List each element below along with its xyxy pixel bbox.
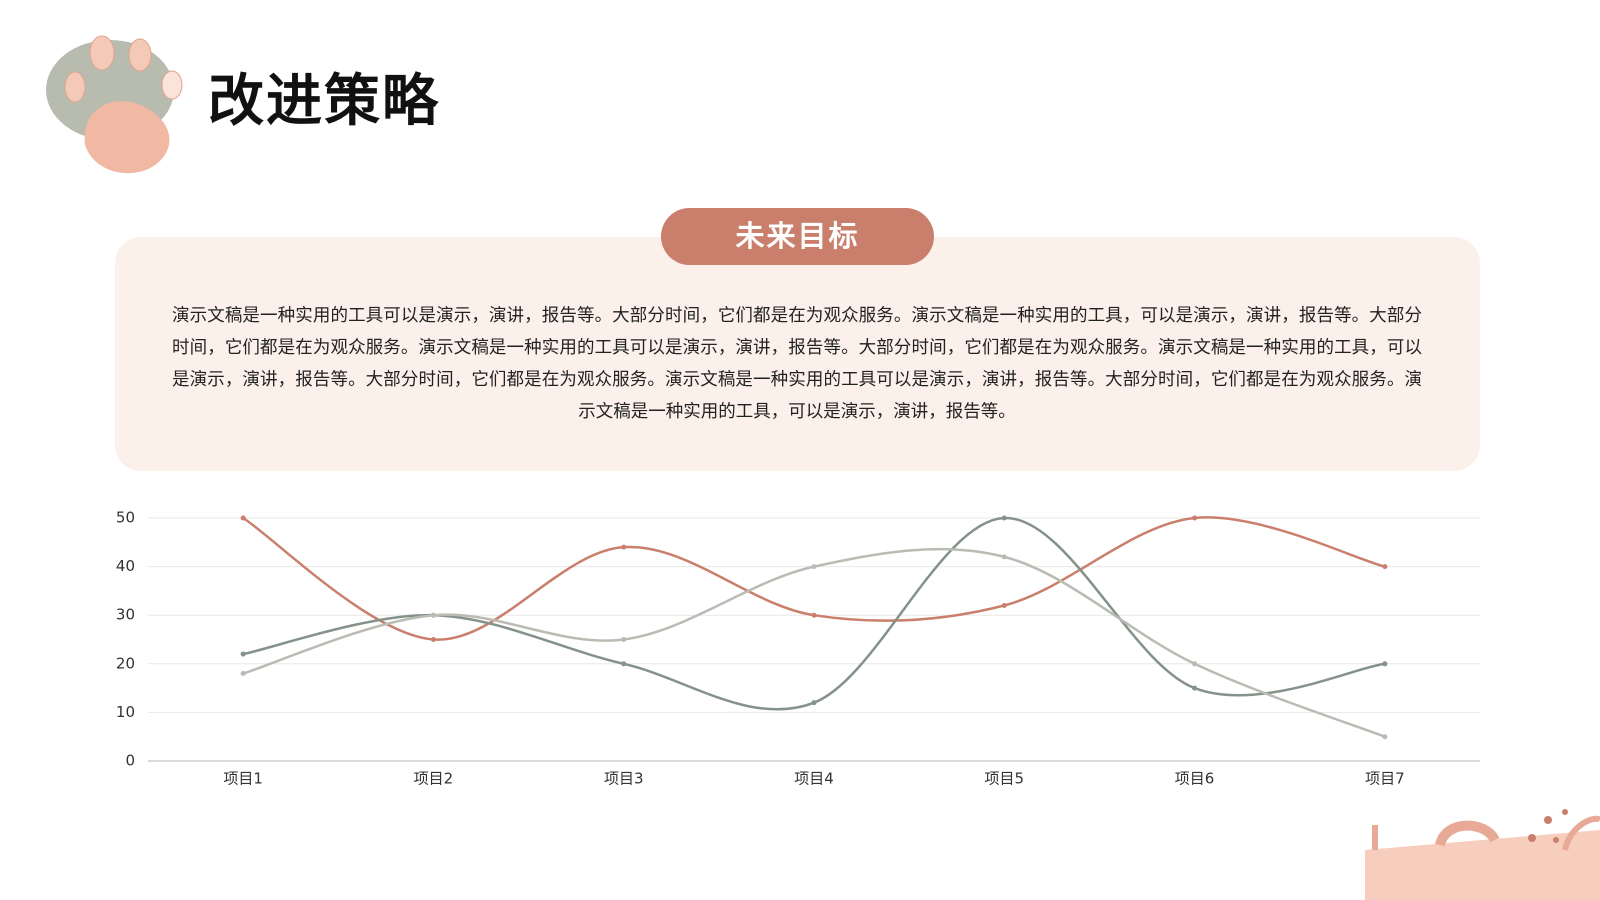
point — [1001, 602, 1007, 608]
point — [240, 515, 246, 521]
point — [1192, 685, 1198, 691]
y-tick-label: 0 — [125, 752, 135, 770]
x-tick-label: 项目7 — [1365, 770, 1405, 788]
point — [621, 544, 627, 550]
point — [1382, 661, 1388, 667]
text-panel — [115, 237, 1480, 471]
y-tick-label: 50 — [116, 509, 135, 527]
point — [811, 700, 817, 706]
y-tick-label: 30 — [116, 606, 135, 624]
y-tick-label: 20 — [116, 654, 135, 672]
point — [1382, 734, 1388, 740]
point — [811, 612, 817, 618]
x-tick-label: 项目6 — [1175, 770, 1215, 788]
point — [621, 661, 627, 667]
badge: 未来目标 — [661, 208, 934, 265]
paw-decoration — [46, 35, 183, 174]
corner-decoration — [1365, 809, 1600, 900]
point — [1382, 564, 1388, 570]
point — [1001, 515, 1007, 521]
point — [430, 637, 436, 642]
x-tick-label: 项目3 — [604, 770, 644, 788]
x-tick-label: 项目4 — [794, 770, 834, 788]
point — [1192, 515, 1198, 521]
point — [240, 651, 246, 657]
line — [242, 516, 1386, 641]
point — [1001, 554, 1007, 560]
x-tick-label: 项目5 — [985, 770, 1025, 788]
paragraph: 演示文稿是一种实用的工具可以是演示，演讲，报告等。大部分时间，它们都是在为观众服… — [172, 306, 1422, 422]
point — [430, 612, 436, 618]
point — [1192, 661, 1198, 667]
x-tick-label: 项目1 — [223, 770, 263, 788]
line — [242, 547, 1386, 738]
point — [811, 564, 817, 570]
slide-title: 改进策略 — [208, 69, 440, 134]
y-tick-label: 10 — [116, 703, 135, 721]
x-tick-label: 项目2 — [414, 770, 454, 788]
y-tick-label: 40 — [116, 557, 135, 575]
point — [240, 671, 246, 677]
point — [621, 637, 627, 642]
